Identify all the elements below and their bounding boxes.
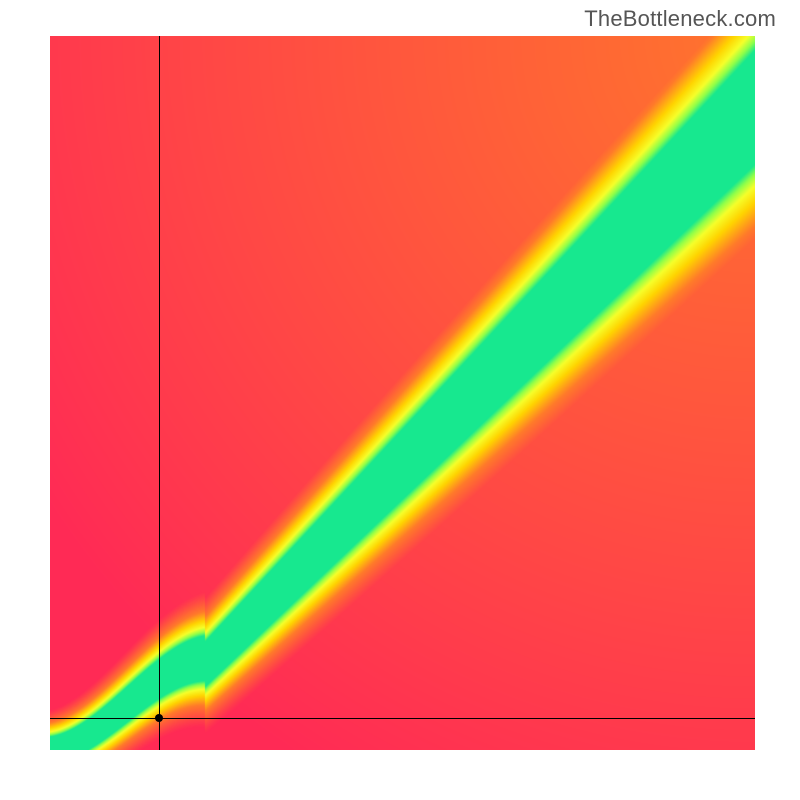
crosshair-marker xyxy=(155,714,163,722)
heatmap-canvas xyxy=(50,36,755,750)
watermark-text: TheBottleneck.com xyxy=(584,6,776,32)
crosshair-vertical xyxy=(159,36,160,750)
chart-container: { "watermark": "TheBottleneck.com", "vie… xyxy=(0,0,800,800)
heatmap-plot xyxy=(50,36,755,750)
